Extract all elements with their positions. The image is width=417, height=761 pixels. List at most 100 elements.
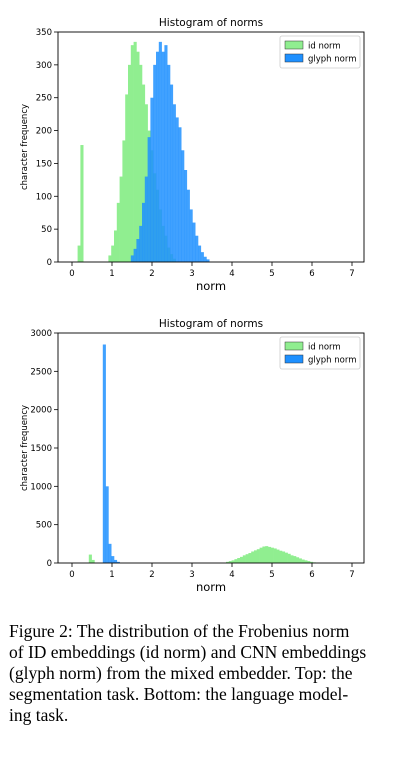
histogram-bar [310, 561, 314, 563]
x-tick-label: 3 [189, 269, 194, 279]
legend-swatch [284, 341, 304, 351]
x-axis-label: norm [196, 580, 226, 594]
histogram-bar [139, 225, 143, 262]
histogram-bar [139, 64, 143, 262]
histogram-bar [259, 547, 263, 563]
histogram-bar [270, 547, 274, 563]
histogram-bar [240, 556, 244, 563]
y-tick-label: 1000 [30, 482, 52, 492]
histogram-bar [268, 546, 272, 563]
legend-swatch [284, 354, 304, 364]
histogram-bar [298, 558, 302, 563]
histogram-bar [195, 235, 199, 262]
histogram-bar [262, 546, 266, 563]
x-tick-label: 1 [109, 269, 114, 279]
histogram-bar [307, 561, 311, 563]
histogram-bar [77, 245, 81, 262]
histogram-bar [130, 45, 134, 262]
y-tick-label: 50 [41, 225, 52, 235]
plot-frame [57, 31, 365, 263]
histogram-bar [242, 555, 246, 563]
x-tick-label: 7 [349, 269, 354, 279]
histogram-bar [142, 202, 146, 262]
histogram-bar [301, 559, 305, 563]
series-glyph-norm [130, 41, 210, 263]
histogram-bar [116, 561, 120, 563]
histogram-bar [164, 45, 168, 262]
histogram-bar [265, 546, 269, 563]
histogram-bar [88, 554, 92, 563]
x-tick-label: 7 [349, 570, 354, 580]
y-tick-label: 0 [47, 258, 52, 268]
histogram-bar [198, 245, 202, 262]
histogram-bar [119, 176, 123, 262]
x-tick-label: 4 [229, 570, 234, 580]
histogram-bar [276, 549, 280, 563]
histogram-bar [150, 97, 154, 263]
histogram-bar [189, 209, 193, 262]
chart-title: Histogram of norms [159, 318, 263, 330]
legend: id norm glyph norm [279, 336, 361, 370]
histogram-bar [105, 486, 109, 563]
histogram-bar [114, 230, 118, 262]
y-tick-label: 200 [36, 127, 52, 137]
histogram-bar [136, 239, 140, 262]
histogram-bar [158, 41, 162, 262]
histogram-bar [133, 41, 137, 262]
histogram-bar [200, 252, 204, 262]
y-axis-label: character frequency [20, 405, 30, 491]
histogram-bar [175, 117, 179, 263]
histogram-bar [133, 248, 137, 262]
y-tick-label: 2500 [30, 367, 52, 377]
legend: id norm glyph norm [279, 35, 361, 69]
histogram-bar [234, 559, 238, 563]
histogram-bar [228, 561, 232, 563]
histogram-bar [304, 560, 308, 563]
caption-line-3: (glyph norm) from the mixed embedder. To… [9, 663, 353, 683]
x-tick-label: 2 [149, 570, 154, 580]
legend-swatch [284, 40, 304, 50]
histogram-bar [296, 557, 300, 563]
x-tick-label: 6 [309, 269, 314, 279]
y-tick-label: 300 [36, 61, 52, 71]
x-tick-label: 5 [269, 269, 274, 279]
histogram-bar [178, 127, 182, 262]
histogram-bar [206, 259, 210, 262]
histogram-bar [80, 145, 84, 262]
y-tick-label: 100 [36, 192, 52, 202]
legend-swatch [284, 53, 304, 63]
histogram-bar [282, 551, 286, 563]
series-id-norm [88, 546, 316, 563]
histogram-bar [130, 255, 134, 262]
histogram-bar [108, 255, 112, 262]
histogram-bar [102, 344, 106, 563]
histogram-bar [248, 553, 252, 563]
y-tick-label: 0 [47, 559, 52, 569]
histogram-bar [122, 140, 126, 262]
histogram-bar [231, 560, 235, 563]
histogram-bar [128, 64, 132, 262]
y-tick-label: 3000 [30, 329, 52, 339]
histogram-bar [114, 559, 118, 563]
histogram-bar [203, 256, 207, 262]
histogram-bar [142, 84, 146, 262]
caption-line-5: ing task. [9, 705, 69, 725]
histogram-bar [136, 51, 140, 263]
chart-1: Histogram of norms 0 1 2 3 4 5 6 7 0 50 100 150 200 25… [20, 17, 365, 293]
x-tick-label: 5 [269, 570, 274, 580]
histogram-bar [226, 561, 230, 563]
caption-line-1: Figure 2: The distribution of the Froben… [9, 621, 350, 641]
histogram-bar [116, 202, 120, 262]
histogram-bar [184, 170, 188, 262]
legend-entry: id norm [308, 343, 341, 353]
y-tick-label: 350 [36, 28, 52, 38]
x-tick-label: 4 [229, 269, 234, 279]
histogram-bar [144, 176, 148, 262]
histogram-bar [125, 94, 129, 263]
y-axis-label: character frequency [20, 104, 30, 190]
histogram-bar [284, 552, 288, 563]
histogram-bar [167, 64, 171, 262]
histogram-bar [172, 104, 176, 262]
histogram-bar [170, 84, 174, 262]
